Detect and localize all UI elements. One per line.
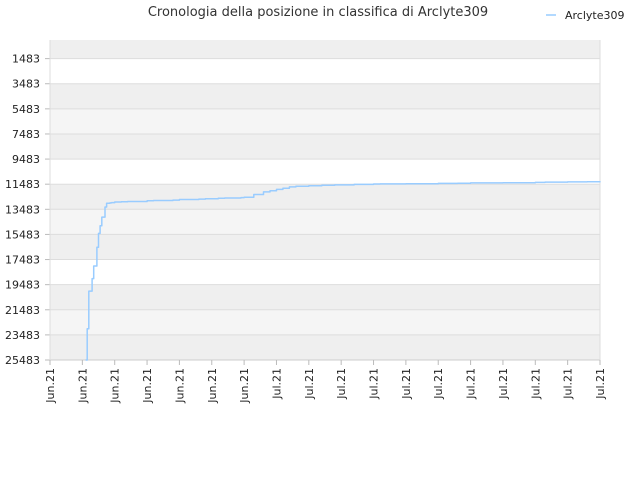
gridlines [45,40,601,361]
x-tick-label: Jun.21 [238,368,251,404]
series-line [85,181,601,361]
x-tick-label: Jul.21 [562,368,575,400]
plot-band [50,83,600,109]
x-tick-label: Jun.21 [141,368,154,404]
y-tick-label: 13483 [5,203,40,216]
x-tick-label: Jul.21 [594,368,607,400]
y-tick-label: 21483 [5,304,40,317]
plot-band [50,284,600,310]
y-tick-label: 15483 [5,228,40,241]
y-tick-label: 23483 [5,329,40,342]
chart-title: Cronologia della posizione in classifica… [148,5,488,20]
plot-band [50,133,600,160]
y-tick-label: 17483 [5,254,40,267]
y-tick-label: 1483 [12,53,40,66]
plot-band [50,209,600,235]
plot-band [50,40,600,59]
plot-band [50,259,600,285]
x-tick-label: Jun.21 [44,368,57,404]
x-tick-label: Jun.21 [76,368,89,404]
plot-band [50,234,600,260]
x-tick-label: Jul.21 [368,368,381,400]
plot-band [50,58,600,84]
x-tick-label: Jul.21 [335,368,348,400]
x-tick-label: Jul.21 [529,368,542,400]
y-tick-label: 25483 [5,354,40,367]
plot-band [50,108,600,134]
x-tick-label: Jun.21 [109,368,122,404]
x-tick-label: Jun.21 [173,368,186,404]
legend: Arclyte309 [546,9,625,22]
x-tick-label: Jun.21 [206,368,219,404]
x-tick-label: Jul.21 [497,368,510,400]
x-tick-label: Jul.21 [303,368,316,400]
y-tick-label: 7483 [12,128,40,141]
y-axis-ticks: 1483 3483 5483 7483 9483 11483 13483 15483 17483… [5,53,40,367]
x-axis-ticks: Jun.21 Jun.21 Jun.21 Jun.21 Jun.21 Jun.21 Jun.… [44,360,607,404]
series-group [85,181,601,361]
plot-band [50,309,600,335]
x-tick-label: Jul.21 [465,368,478,400]
y-tick-label: 5483 [12,103,40,116]
y-tick-label: 11483 [5,178,40,191]
x-tick-label: Jul.21 [270,368,283,400]
plot-band [50,334,600,360]
plot-bands [50,40,600,360]
legend-label: Arclyte309 [565,9,625,22]
y-tick-label: 19483 [5,279,40,292]
x-tick-label: Jul.21 [432,368,445,400]
y-tick-label: 9483 [12,153,40,166]
y-tick-label: 3483 [12,78,40,91]
plot-band [50,184,600,210]
x-tick-label: Jul.21 [400,368,413,400]
plot-band [50,159,600,185]
